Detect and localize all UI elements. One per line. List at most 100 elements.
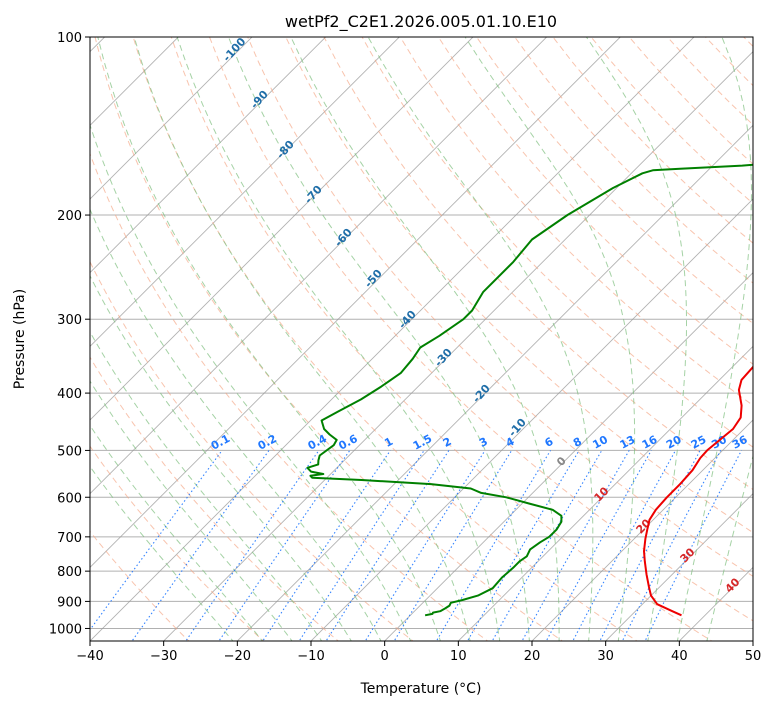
mixing-ratio-line-15 <box>599 450 701 641</box>
isotherm--50 <box>90 37 621 568</box>
plot-frame <box>89 36 754 642</box>
moist-adiabat-24 <box>290 37 560 641</box>
y-tick-label-700: 700 <box>57 531 82 546</box>
dry-adiabat-90 <box>361 37 753 448</box>
mixing-ratio-lines <box>90 450 742 641</box>
isotherm-20 <box>531 419 753 641</box>
mixing-ratio-label-2: 0.4 <box>306 432 330 453</box>
x-tick-label-0: 0 <box>381 649 389 664</box>
y-tick-label-200: 200 <box>57 209 82 224</box>
dry-adiabat-190 <box>743 37 753 48</box>
moist-adiabat--16 <box>90 424 264 641</box>
dry-adiabat-20 <box>94 37 564 641</box>
mixing-ratio-label-0: 0.1 <box>209 432 232 453</box>
mixing-ratio-line-4 <box>262 450 391 641</box>
moist-adiabat-16 <box>176 37 501 641</box>
moist-adiabat-label-4: 40 <box>723 575 743 595</box>
mixing-ratio-label-17: 36 <box>730 433 750 452</box>
x-tick-label--20: −20 <box>224 649 251 664</box>
moist-adiabat-20 <box>228 37 530 641</box>
dry-adiabat-30 <box>132 37 638 641</box>
theta-label-3: -70 <box>302 183 325 207</box>
isotherm--70 <box>90 37 474 421</box>
moist-adiabats <box>90 37 753 641</box>
mixing-ratio-line-2 <box>185 450 320 641</box>
dewpoint-line <box>306 163 753 617</box>
moist-adiabat--4 <box>90 274 352 641</box>
plot-area: -100-90-80-70-60-50-40-30-20-10 0.1 0.2 0.… <box>90 35 753 641</box>
mixing-ratio-labels: 0.1 0.2 0.4 0.6 1 1.5 2 3 4 6 8 10 13 16 20 25 30 36 <box>209 432 750 453</box>
theta-labels: -100-90-80-70-60-50-40-30-20-10 <box>220 35 529 439</box>
mixing-ratio-line-16 <box>621 450 722 641</box>
dry-adiabat-40 <box>170 37 713 641</box>
moist-adiabat-8 <box>97 37 441 641</box>
y-tick-label-400: 400 <box>57 387 82 402</box>
y-axis-label: Pressure (hPa) <box>12 289 28 389</box>
moist-adiabat--20 <box>90 465 234 641</box>
mixing-ratio-label-9: 6 <box>543 435 556 450</box>
x-tick-label-30: 30 <box>597 649 614 664</box>
x-axis-ticks: −40 −30 −20 −10 0 10 20 30 40 50 <box>76 641 761 664</box>
y-tick-label-800: 800 <box>57 565 82 580</box>
isotherm--80 <box>90 37 400 347</box>
theta-label-0: -100 <box>220 35 248 64</box>
chart-title: wetPf2_C2E1.2026.005.01.10.E10 <box>285 12 557 32</box>
isotherm-50 <box>752 640 753 641</box>
dry-adiabat-120 <box>476 37 753 325</box>
mixing-ratio-label-5: 1.5 <box>411 432 434 453</box>
dry-adiabat-50 <box>209 37 753 622</box>
moist-adiabat-4 <box>90 123 412 641</box>
theta-label-5: -50 <box>362 267 385 291</box>
x-tick-label-20: 20 <box>524 649 541 664</box>
mixing-ratio-line-17 <box>644 450 742 641</box>
mixing-ratio-label-6: 2 <box>441 435 454 450</box>
dry-adiabat--20 <box>90 445 265 641</box>
mixing-ratio-label-12: 13 <box>618 433 638 452</box>
sounding-series <box>306 163 753 617</box>
mixing-ratio-label-3: 0.6 <box>336 432 360 453</box>
moist-adiabat-12 <box>133 37 471 641</box>
dry-adiabat--10 <box>90 356 339 641</box>
isotherm--40 <box>90 37 695 641</box>
moist-adiabat-label-0: 0 <box>554 454 569 469</box>
mixing-ratio-line-9 <box>435 450 552 641</box>
theta-label-1: -90 <box>248 88 271 112</box>
dry-adiabat-70 <box>285 37 753 534</box>
isotherm-10 <box>457 345 753 641</box>
y-axis-ticks: 100 200 300 400 500 600 700 800 900 1000 <box>49 31 90 637</box>
moist-adiabat-28 <box>367 37 594 641</box>
y-tick-label-500: 500 <box>57 444 82 459</box>
mixing-ratio-label-11: 10 <box>590 433 610 452</box>
x-tick-label--40: −40 <box>76 649 103 664</box>
mixing-ratio-label-7: 3 <box>477 435 490 450</box>
x-axis-label: Temperature (°C) <box>360 681 482 697</box>
mixing-ratio-line-14 <box>572 450 676 641</box>
mixing-ratio-line-5 <box>298 450 425 641</box>
dry-adiabat-140 <box>552 37 753 244</box>
isotherm--20 <box>236 124 753 641</box>
moist-adiabat--12 <box>90 380 293 641</box>
y-tick-label-900: 900 <box>57 595 82 610</box>
theta-label-7: -30 <box>432 346 455 370</box>
dry-adiabat-60 <box>247 37 753 577</box>
x-tick-label--10: −10 <box>297 649 324 664</box>
mixing-ratio-label-14: 20 <box>664 433 684 452</box>
moist-adiabat-label-1: 10 <box>592 484 612 504</box>
mixing-ratio-line-13 <box>545 450 652 641</box>
mixing-ratio-line-7 <box>364 450 486 641</box>
temperature-line <box>643 365 753 617</box>
dry-adiabat-130 <box>514 37 753 284</box>
moist-adiabat-0 <box>90 208 382 641</box>
skewed-isotherms <box>90 37 753 641</box>
dry-adiabat-10 <box>90 152 489 641</box>
mixing-ratio-line-10 <box>466 450 580 641</box>
x-tick-label-40: 40 <box>671 649 688 664</box>
mixing-ratio-label-4: 1 <box>382 435 395 450</box>
y-tick-label-100: 100 <box>57 31 82 46</box>
mixing-ratio-line-6 <box>325 450 450 641</box>
dry-adiabat-80 <box>323 37 753 491</box>
moist-adiabat-label-3: 30 <box>678 545 698 565</box>
y-tick-label-300: 300 <box>57 313 82 328</box>
isotherm--10 <box>310 198 753 641</box>
mixing-ratio-line-8 <box>393 450 513 641</box>
